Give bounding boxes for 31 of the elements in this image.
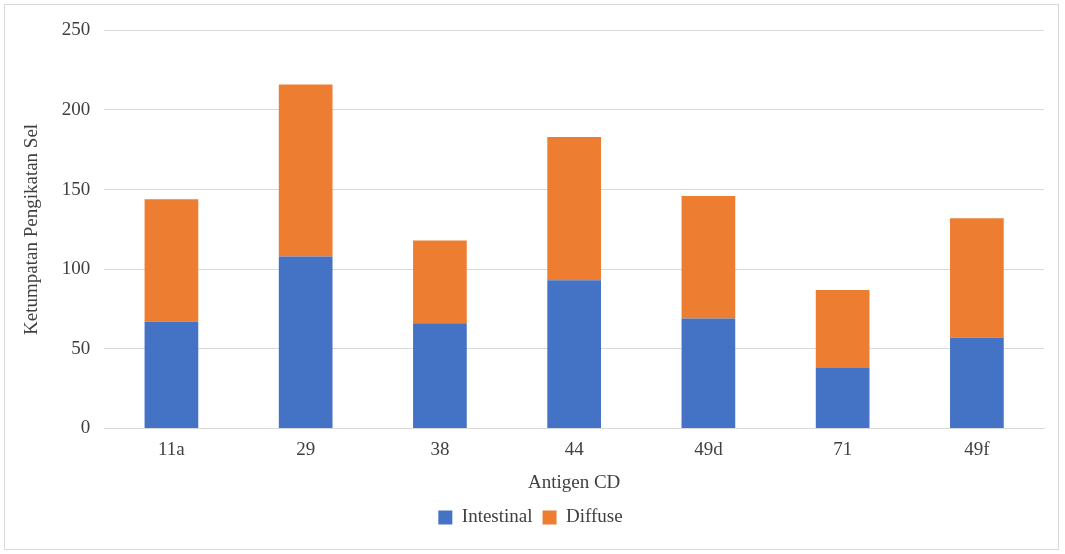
bar	[413, 323, 467, 428]
x-tick-label: 11a	[158, 437, 186, 459]
bar	[950, 218, 1004, 338]
bar	[681, 195, 736, 319]
x-axis-title: Antigen CD	[527, 470, 621, 492]
x-tick-label: 44	[564, 437, 585, 459]
y-tick-label: 0	[80, 416, 91, 438]
bar	[278, 84, 333, 257]
legend-label: Diffuse	[566, 505, 623, 527]
y-axis-title: Ketumpatan Pengikatan Sel	[20, 123, 42, 335]
bar	[413, 240, 467, 324]
y-tick-label: 50	[71, 336, 91, 358]
bar	[278, 256, 333, 428]
bar	[144, 321, 199, 428]
bar	[815, 367, 870, 428]
legend-label: Intestinal	[461, 505, 533, 527]
bar	[950, 337, 1004, 428]
bar	[144, 199, 199, 322]
y-tick-label: 100	[61, 257, 91, 279]
bar	[681, 318, 736, 428]
bar	[815, 289, 870, 368]
bar	[547, 137, 601, 281]
x-tick-label: 49f	[964, 437, 991, 459]
x-tick-label: 29	[296, 437, 316, 459]
y-tick-label: 250	[61, 18, 91, 40]
x-tick-label: 49d	[694, 437, 724, 459]
bar	[547, 280, 601, 428]
x-tick-label: 71	[833, 437, 853, 459]
y-tick-label: 200	[61, 97, 91, 119]
x-tick-label: 38	[430, 437, 450, 459]
y-tick-label: 150	[61, 177, 91, 199]
